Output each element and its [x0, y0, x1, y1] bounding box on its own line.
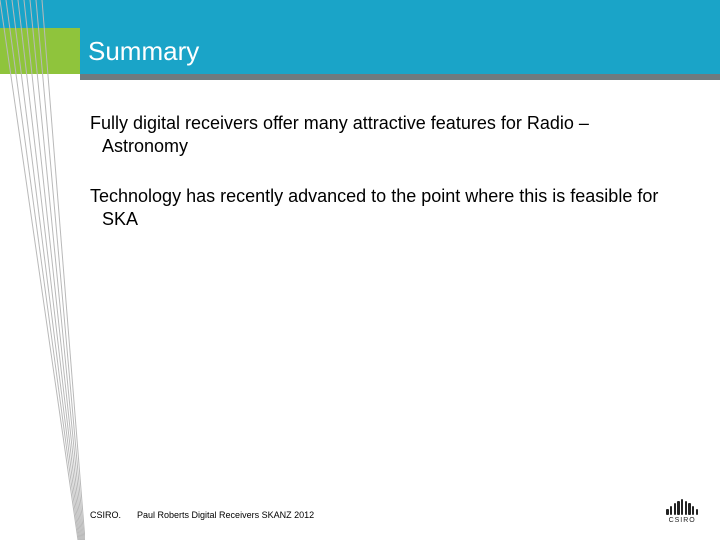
- footer: CSIRO. Paul Roberts Digital Receivers SK…: [90, 510, 314, 520]
- slide: Summary Fully digital receivers offer ma…: [0, 0, 720, 540]
- header-top-bar: [0, 0, 720, 28]
- logo-label: CSIRO: [666, 517, 698, 524]
- header-underline: [80, 74, 720, 80]
- body-content: Fully digital receivers offer many attra…: [90, 112, 670, 258]
- slide-title: Summary: [80, 36, 199, 67]
- paragraph: Fully digital receivers offer many attra…: [90, 112, 670, 157]
- header-band: Summary: [80, 28, 720, 74]
- header-accent-block: [0, 28, 80, 74]
- left-diagonal-lines: [0, 0, 85, 540]
- csiro-logo: CSIRO: [666, 499, 698, 524]
- paragraph: Technology has recently advanced to the …: [90, 185, 670, 230]
- footer-org: CSIRO.: [90, 510, 121, 520]
- footer-text: Paul Roberts Digital Receivers SKANZ 201…: [137, 510, 314, 520]
- logo-mark-icon: [666, 499, 698, 515]
